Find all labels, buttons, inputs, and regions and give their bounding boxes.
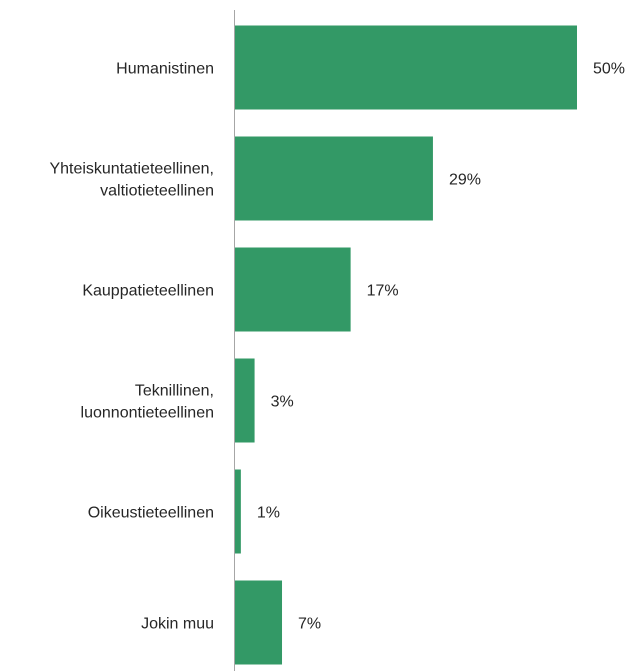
category-label: Humanistinen	[116, 61, 214, 78]
bar	[234, 136, 433, 221]
category-label-line: valtiotieteellinen	[100, 183, 214, 200]
category-label-line: Jokin muu	[141, 616, 214, 633]
data-label: 1%	[257, 505, 280, 522]
bars	[234, 25, 577, 665]
category-label: Yhteiskuntatieteellinen, valtiotieteellin…	[49, 161, 214, 200]
data-label: 7%	[298, 616, 321, 633]
category-labels: Humanistinen Yhteiskuntatieteellinen, valt…	[49, 61, 214, 633]
data-label: 3%	[271, 394, 294, 411]
bar	[234, 469, 241, 554]
category-label: Jokin muu	[141, 616, 214, 633]
category-label-line: luonnontieteellinen	[81, 405, 214, 422]
data-label: 29%	[449, 172, 481, 189]
data-labels: 50% 29% 17% 3% 1% 7%	[257, 61, 625, 633]
bar	[234, 25, 577, 110]
data-label: 17%	[367, 283, 399, 300]
category-label: Teknillinen, luonnontieteellinen	[81, 383, 214, 422]
category-label-line: Teknillinen,	[135, 383, 214, 400]
category-label-line: Kauppatieteellinen	[82, 283, 214, 300]
data-label: 50%	[593, 61, 625, 78]
category-label-line: Humanistinen	[116, 61, 214, 78]
category-label: Kauppatieteellinen	[82, 283, 214, 300]
category-label: Oikeustieteellinen	[88, 505, 214, 522]
category-label-line: Yhteiskuntatieteellinen,	[49, 161, 214, 178]
bar	[234, 358, 255, 443]
bar	[234, 247, 351, 332]
bar	[234, 580, 283, 665]
category-label-line: Oikeustieteellinen	[88, 505, 214, 522]
